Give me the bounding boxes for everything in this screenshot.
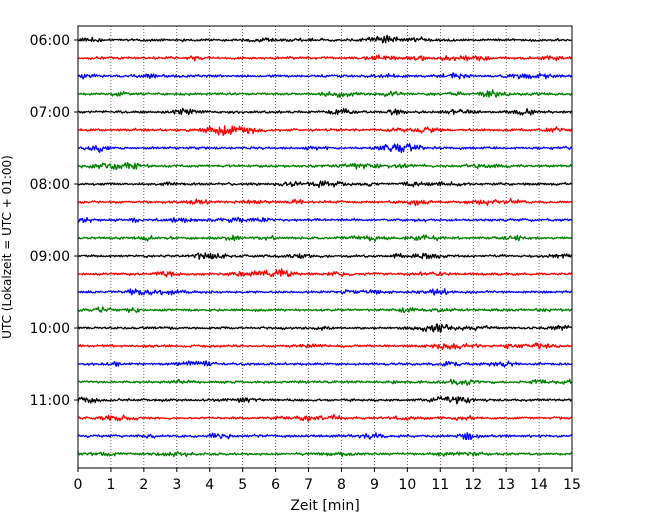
seismogram-trace (77, 342, 573, 350)
seismogram-trace (77, 395, 573, 405)
seismogram-trace (77, 72, 573, 80)
x-tick-label: 14 (530, 477, 548, 493)
seismogram-trace (77, 34, 573, 44)
seismogram-trace (77, 413, 573, 422)
y-tick-label: 08:00 (30, 177, 70, 193)
x-tick-label: 10 (398, 477, 416, 493)
y-axis-label: UTC (Lokalzeit = UTC + 01:00) (0, 155, 14, 339)
seismogram-trace (77, 432, 573, 441)
seismogram-trace (77, 288, 573, 296)
seismogram-trace (77, 143, 573, 154)
x-tick-label: 8 (337, 477, 346, 493)
x-tick-label: 1 (106, 477, 115, 493)
y-tick-label: 06:00 (30, 33, 70, 49)
seismogram-trace (77, 162, 573, 171)
seismogram-trace (77, 125, 573, 137)
x-tick-label: 12 (464, 477, 482, 493)
seismogram-trace (77, 180, 573, 189)
x-tick-label: 11 (431, 477, 449, 493)
seismogram-trace (77, 268, 573, 278)
y-axis: 06:00 07:00 08:00 09:00 10:00 11:00 (30, 33, 78, 409)
x-tick-label: 5 (238, 477, 247, 493)
plot-frame (77, 25, 573, 469)
x-tick-label: 15 (563, 477, 581, 493)
x-tick-label: 9 (370, 477, 379, 493)
x-tick-label: 7 (304, 477, 313, 493)
x-axis: 0 1 2 3 4 5 6 7 8 9 10 11 12 13 14 15 (74, 468, 581, 493)
x-tick-label: 0 (74, 477, 83, 493)
y-tick-label: 09:00 (30, 249, 70, 265)
seismogram-trace (77, 107, 573, 116)
seismogram-trace (77, 450, 573, 458)
seismogram-trace (77, 197, 573, 207)
y-tick-label: 07:00 (30, 105, 70, 121)
seismogram-trace (77, 360, 573, 368)
seismogram-trace (77, 89, 573, 98)
plot-background (78, 26, 572, 468)
seismogram-trace (77, 306, 573, 314)
seismogram-trace (77, 234, 573, 242)
seismogram-trace (77, 216, 573, 224)
x-tick-label: 4 (205, 477, 214, 493)
x-tick-label: 2 (139, 477, 148, 493)
x-tick-label: 3 (172, 477, 181, 493)
x-tick-label: 13 (497, 477, 515, 493)
seismogram-trace (77, 252, 573, 260)
traces (77, 34, 573, 458)
x-tick-label: 6 (271, 477, 280, 493)
x-axis-label: Zeit [min] (290, 498, 359, 514)
seismogram-trace (77, 323, 573, 333)
seismogram-trace (77, 54, 573, 62)
y-tick-label: 10:00 (30, 321, 70, 337)
y-tick-label: 11:00 (30, 393, 70, 409)
seismogram-trace (77, 378, 573, 386)
